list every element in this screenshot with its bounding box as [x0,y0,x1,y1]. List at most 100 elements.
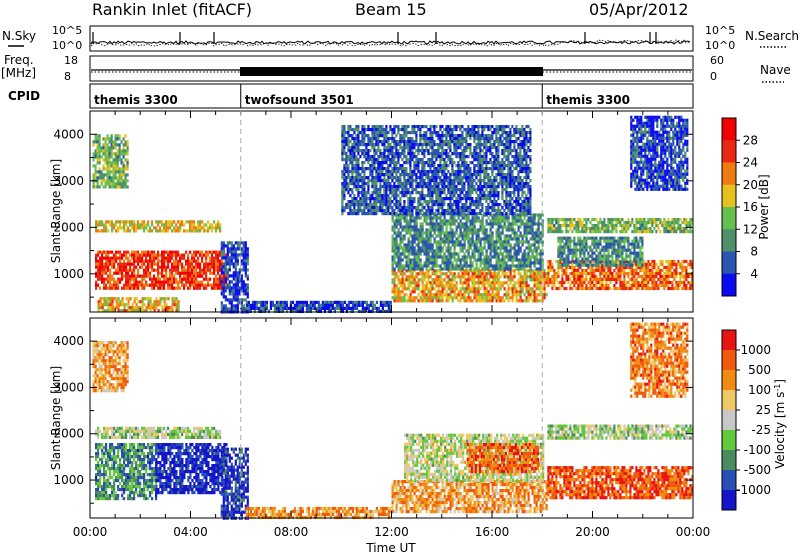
heat-cell [459,261,462,265]
heat-cell [399,216,402,220]
heat-cell [489,219,492,223]
heat-cell [475,272,478,276]
heat-cell [499,296,502,300]
heat-cell [191,220,194,224]
heat-cell [505,261,508,265]
heat-cell [529,287,532,291]
heat-cell [439,284,442,288]
heat-cell [114,176,117,180]
heat-cell [409,203,412,207]
heat-cell [177,268,180,272]
heat-cell [153,262,156,266]
heat-cell [137,226,140,230]
heat-cell [226,244,229,248]
heat-cell [455,219,458,223]
heat-cell [371,191,374,195]
heat-cell [137,283,140,287]
heat-cell [409,182,412,186]
heat-cell [417,125,420,129]
heat-cell [453,275,456,279]
heat-cell [411,228,414,232]
heat-cell [110,185,113,189]
heat-cell [355,185,358,189]
heat-cell [99,286,102,290]
heat-cell [219,274,222,278]
heat-cell [311,303,314,307]
heat-cell [437,203,440,207]
heat-cell [131,286,134,290]
heat-cell [439,222,442,226]
heat-cell [423,164,426,168]
heat-cell [355,170,358,174]
heat-cell [230,289,233,293]
heat-cell [417,149,420,153]
heat-cell [242,253,245,257]
heat-cell [199,268,202,272]
heat-cell [157,220,160,224]
heat-cell [401,240,404,244]
heat-cell [295,306,298,310]
heat-cell [527,225,530,229]
heat-cell [455,281,458,285]
heat-cell [441,290,444,294]
heat-cell [361,309,364,313]
heat-cell [441,164,444,168]
heat-cell [441,179,444,183]
heat-cell [103,297,106,301]
heat-cell [447,146,450,150]
heat-cell [361,137,364,141]
heat-cell [165,277,168,281]
heat-cell [244,283,247,287]
heat-cell [118,149,121,153]
heat-cell [157,259,160,263]
heat-cell [161,274,164,278]
heat-cell [139,300,142,304]
heat-cell [495,272,498,276]
heat-cell [421,125,424,129]
heat-cell [383,194,386,198]
heat-cell [189,271,192,275]
heat-cell [109,277,112,281]
heat-cell [127,268,130,272]
heat-cell [211,256,214,260]
heat-cell [453,194,456,198]
heat-cell [455,275,458,279]
heat-cell [497,261,500,265]
heat-cell [539,267,542,271]
heat-cell [113,271,116,275]
heat-cell [425,146,428,150]
heat-cell [387,203,390,207]
heat-cell [129,223,132,227]
heat-cell [459,299,462,303]
heat-cell [101,262,104,266]
heat-cell [427,200,430,204]
heat-cell [275,300,278,304]
heat-cell [371,143,374,147]
heat-cell [485,255,488,259]
heat-cell [129,220,132,224]
heat-cell [463,240,466,244]
heat-cell [447,203,450,207]
heat-cell [341,182,344,186]
heat-cell [529,293,532,297]
heat-cell [477,219,480,223]
heat-cell [543,272,546,276]
heat-cell [473,272,476,276]
heat-cell [501,267,504,271]
heat-cell [523,261,526,265]
heat-cell [539,213,542,217]
heat-cell [349,212,352,216]
heat-cell [539,234,542,238]
heat-cell [371,209,374,213]
heat-cell [365,155,368,159]
heat-cell [187,274,190,278]
heat-cell [513,258,516,262]
heat-cell [419,176,422,180]
heat-cell [115,223,118,227]
heat-cell [537,237,540,241]
heat-cell [535,296,538,300]
heat-cell [519,261,522,265]
heat-cell [413,296,416,300]
heat-cell [425,131,428,135]
heat-cell [347,303,350,307]
